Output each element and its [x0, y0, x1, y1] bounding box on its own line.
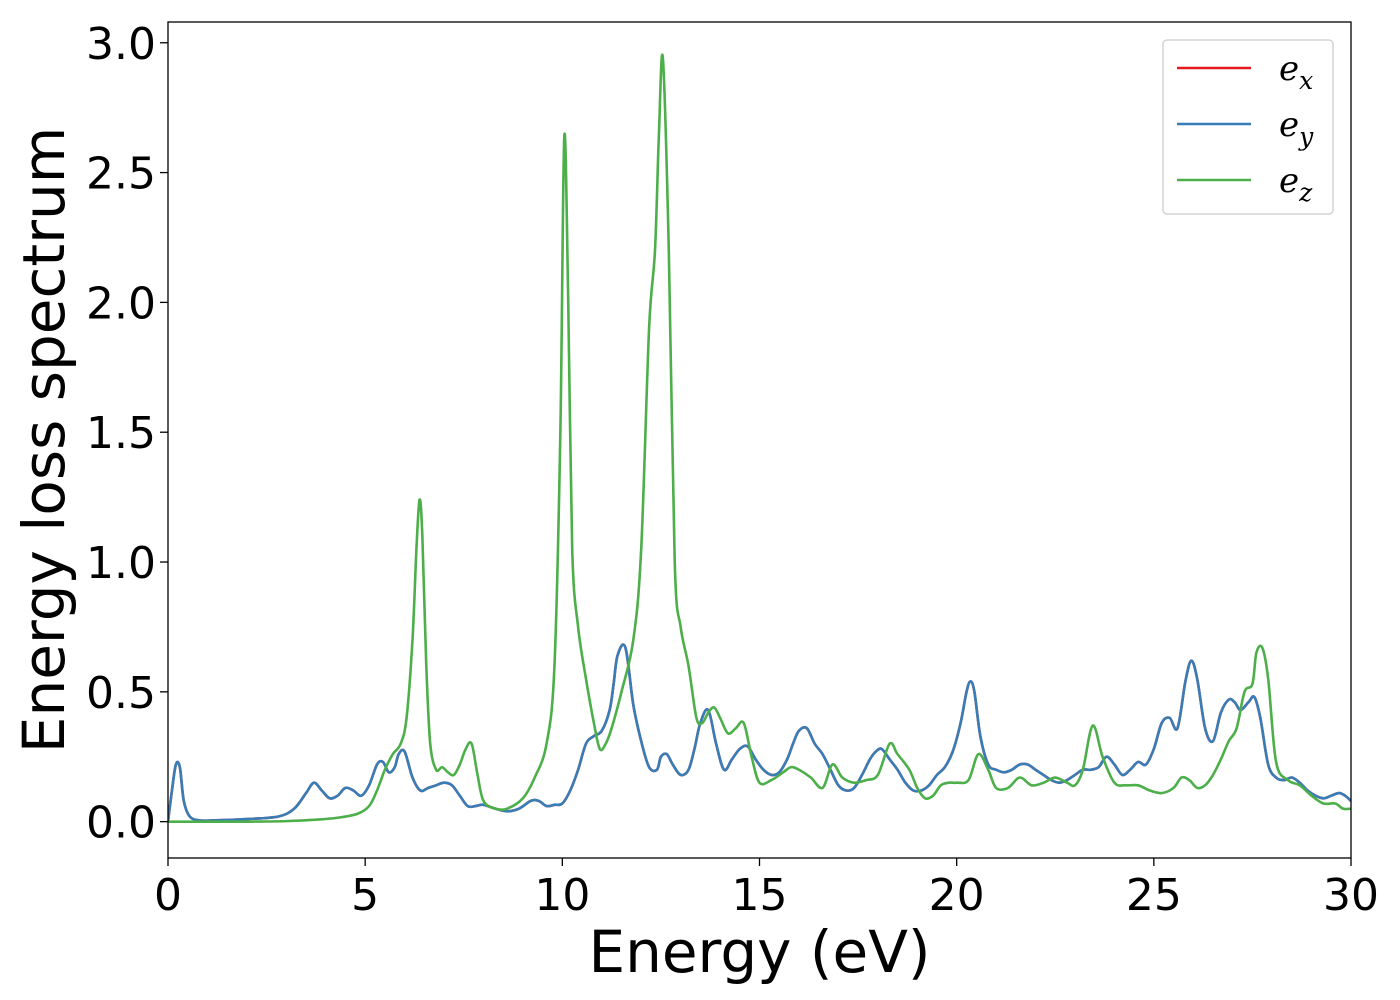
y-tick-label: 2.5 — [86, 149, 156, 200]
legend-item-x: ex — [1177, 49, 1313, 95]
x-tick-label: 0 — [154, 870, 182, 921]
y-tick-label: 1.5 — [86, 408, 156, 459]
series-layer — [168, 53, 1351, 823]
y-tick-label: 0.5 — [86, 668, 156, 719]
y-axis-label: Energy loss spectrum — [10, 127, 78, 753]
legend-item-y: ey — [1177, 105, 1314, 151]
x-tick-label: 20 — [929, 870, 985, 921]
legend-label: ez — [1279, 161, 1313, 207]
x-tick-label: 25 — [1126, 870, 1182, 921]
legend: ex ey ez — [1162, 39, 1334, 215]
x-axis-label: Energy (eV) — [588, 918, 930, 986]
x-tick-label: 15 — [732, 870, 788, 921]
legend-item-z: ez — [1177, 161, 1313, 207]
legend-label: ey — [1279, 105, 1314, 151]
y-tick-label: 3.0 — [86, 19, 156, 70]
y-axis-ticks: 0.0 0.5 1.0 1.5 2.0 2.5 3.0 — [86, 19, 168, 849]
series-line-z — [168, 53, 1351, 823]
x-axis-ticks: 0 5 10 15 20 25 30 — [154, 858, 1379, 921]
x-tick-label: 10 — [534, 870, 590, 921]
y-tick-label: 2.0 — [86, 278, 156, 329]
legend-box — [1162, 39, 1334, 215]
legend-label: ex — [1279, 49, 1313, 95]
y-tick-label: 1.0 — [86, 538, 156, 589]
series-line-y — [168, 643, 1351, 823]
x-tick-label: 30 — [1323, 870, 1379, 921]
y-tick-label: 0.0 — [86, 798, 156, 849]
x-tick-label: 5 — [351, 870, 379, 921]
